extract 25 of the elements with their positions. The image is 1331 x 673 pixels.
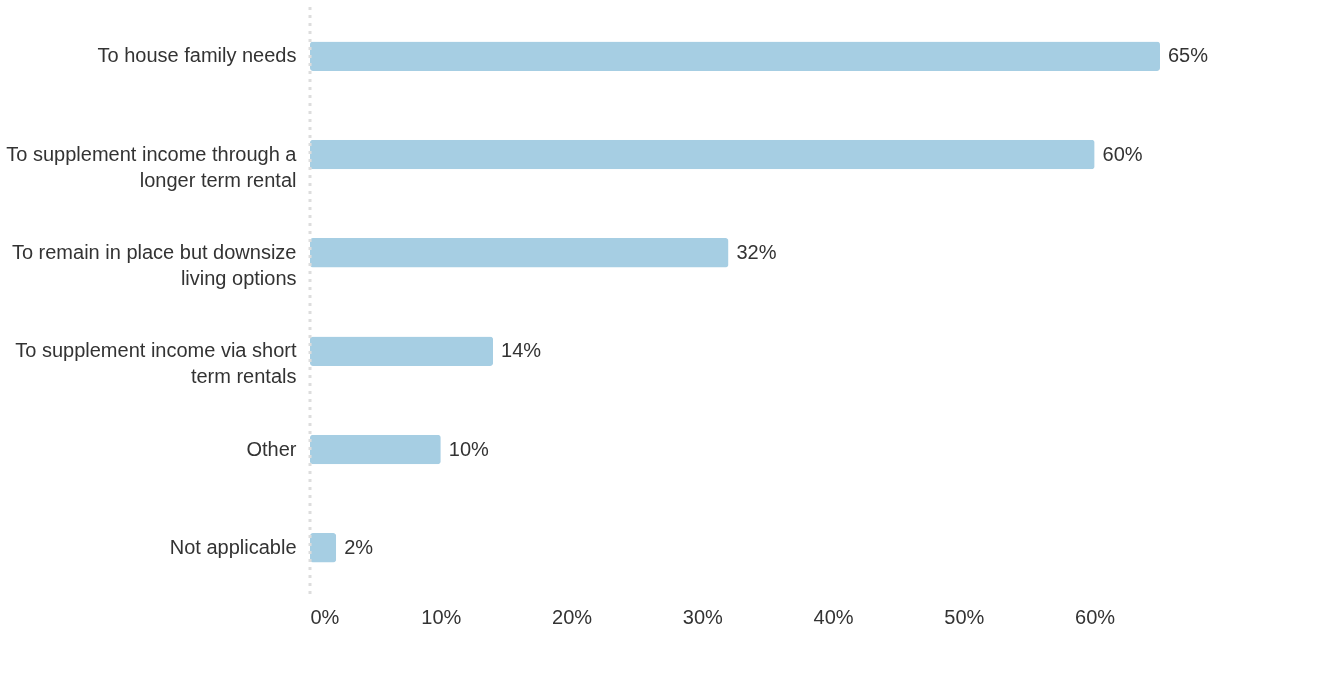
- x-tick-label: 50%: [944, 605, 985, 628]
- data-label: 65%: [1168, 44, 1209, 67]
- y-tick-label: Not applicable: [169, 535, 297, 558]
- x-tick-label: 20%: [552, 605, 593, 628]
- x-tick-label: 0%: [310, 605, 340, 628]
- bar: [310, 139, 1095, 170]
- y-tick-label: To house family needs: [97, 44, 297, 67]
- bar: [310, 533, 337, 563]
- y-tick-label: To remain in place but downsize living options: [11, 240, 297, 289]
- x-tick-label: 10%: [421, 605, 462, 628]
- y-tick-label: To supplement income via short term rentals: [15, 339, 297, 388]
- data-label: 32%: [736, 240, 777, 263]
- data-label: 10%: [448, 437, 490, 460]
- x-tick-label: 40%: [813, 605, 854, 628]
- y-tick-label: To supplement income through a longer term rental: [6, 142, 298, 191]
- x-tick-label: 30%: [682, 605, 724, 628]
- data-label: 2%: [344, 535, 374, 558]
- data-label: 14%: [501, 339, 542, 362]
- x-tick-label: 60%: [1075, 605, 1116, 628]
- data-label: 60%: [1102, 142, 1143, 165]
- bar: [310, 238, 729, 268]
- bar: [310, 336, 494, 366]
- y-tick-label: Other: [246, 437, 297, 460]
- bar: [310, 434, 441, 465]
- bar: [310, 41, 1160, 71]
